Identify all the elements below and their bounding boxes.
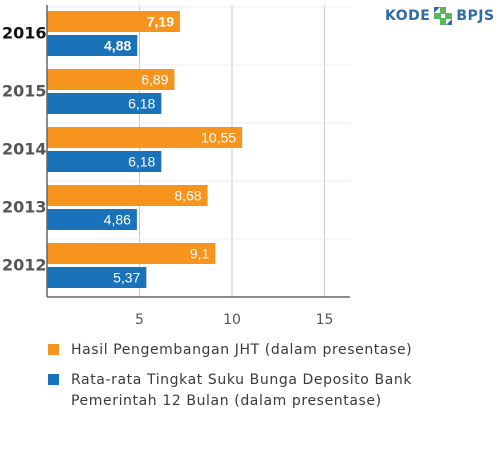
logo-text-left: KODE (385, 8, 431, 24)
chart-year-labels: 2016 2015 2014 2013 2012 (2, 24, 47, 275)
legend-item-jht: Hasil Pengembangan JHT (dalam presentase… (48, 340, 488, 361)
bar-2013-series-0 (47, 185, 208, 206)
logo-mark-icon (434, 7, 453, 25)
legend-item-deposito: Rata-rata Tingkat Suku Bunga Deposito Ba… (48, 370, 488, 412)
x-tick-label-10: 10 (223, 312, 241, 328)
year-label-2015: 2015 (2, 82, 47, 101)
chart-bars (47, 11, 243, 288)
year-label-2016: 2016 (2, 24, 47, 43)
legend-swatch-deposito (48, 374, 59, 385)
bar-2014-series-1 (47, 151, 162, 172)
legend-label-jht: Hasil Pengembangan JHT (dalam presentase… (71, 342, 413, 358)
bar-value-label-2013-series-1: 4,86 (104, 212, 131, 228)
chart-x-tick-labels: 5 10 15 (135, 312, 333, 328)
bar-value-label-2014-series-0: 10,55 (201, 130, 236, 146)
chart-bar-labels: 7,19 4,88 6,89 6,18 10,55 6,18 8,68 4,86 9,1 5,37 (104, 14, 237, 286)
bar-2014-series-0 (47, 127, 243, 148)
logo-text-right: BPJS (456, 8, 495, 24)
year-label-2014: 2014 (2, 140, 47, 159)
bar-2012-series-0 (47, 243, 216, 264)
bar-value-label-2012-series-1: 5,37 (113, 270, 140, 286)
bar-2012-series-1 (47, 267, 147, 288)
bar-value-label-2013-series-0: 8,68 (174, 188, 201, 204)
legend-label-deposito: Rata-rata Tingkat Suku Bunga Deposito Ba… (71, 372, 413, 409)
bar-value-label-2014-series-1: 6,18 (128, 154, 155, 170)
bar-value-label-2015-series-1: 6,18 (128, 96, 155, 112)
x-tick-label-15: 15 (316, 312, 334, 328)
bar-chart: 7,19 4,88 6,89 6,18 10,55 6,18 8,68 4,86 9,1 5,37… (2, 5, 350, 328)
chart-legend: Hasil Pengembangan JHT (dalam presentase… (48, 340, 488, 421)
bar-value-label-2016-series-1: 4,88 (104, 38, 131, 54)
bar-2016-series-1 (47, 35, 138, 56)
year-label-2013: 2013 (2, 198, 47, 217)
legend-swatch-jht (48, 344, 59, 355)
bar-2013-series-1 (47, 209, 137, 230)
bar-2016-series-0 (47, 11, 181, 32)
chart-grid (47, 5, 350, 297)
bar-value-label-2015-series-0: 6,89 (141, 72, 168, 88)
kode-bpjs-logo: KODE BPJS (385, 6, 495, 26)
x-tick-label-5: 5 (135, 312, 144, 328)
bar-2015-series-0 (47, 69, 175, 90)
bar-2015-series-1 (47, 93, 162, 114)
bar-value-label-2012-series-0: 9,1 (190, 246, 210, 262)
year-label-2012: 2012 (2, 256, 47, 275)
bar-value-label-2016-series-0: 7,19 (147, 14, 174, 30)
